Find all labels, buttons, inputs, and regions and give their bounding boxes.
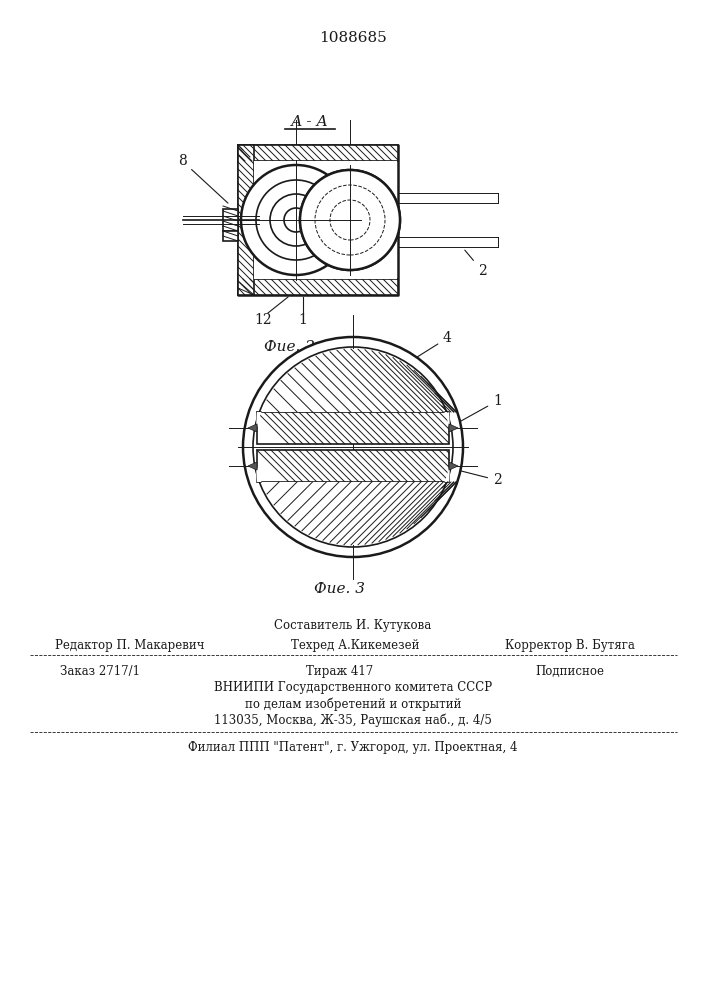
Text: 113035, Москва, Ж-35, Раушская наб., д. 4/5: 113035, Москва, Ж-35, Раушская наб., д. … xyxy=(214,713,492,727)
Polygon shape xyxy=(257,450,449,482)
Polygon shape xyxy=(248,462,257,470)
Circle shape xyxy=(253,347,453,547)
Circle shape xyxy=(243,337,463,557)
Polygon shape xyxy=(449,424,458,432)
Polygon shape xyxy=(257,412,449,444)
Text: 1088685: 1088685 xyxy=(319,31,387,45)
Polygon shape xyxy=(255,447,451,545)
Polygon shape xyxy=(238,145,398,161)
Text: 1: 1 xyxy=(457,394,502,423)
Text: А - А: А - А xyxy=(291,115,329,129)
Text: 2: 2 xyxy=(464,250,486,278)
Text: 4: 4 xyxy=(400,331,452,368)
Text: Фие. 2: Фие. 2 xyxy=(264,340,315,354)
Text: ВНИИПИ Государственного комитета СССР: ВНИИПИ Государственного комитета СССР xyxy=(214,682,492,694)
Text: Корректор В. Бутяга: Корректор В. Бутяга xyxy=(505,639,635,652)
Text: Редактор П. Макаревич: Редактор П. Макаревич xyxy=(55,639,205,652)
Polygon shape xyxy=(449,462,458,470)
Text: Заказ 2717/1: Заказ 2717/1 xyxy=(60,664,140,678)
Polygon shape xyxy=(238,145,254,295)
Text: Фие. 3: Фие. 3 xyxy=(315,582,366,596)
Text: Составитель И. Кутукова: Составитель И. Кутукова xyxy=(274,618,432,632)
Text: Филиал ППП "Патент", г. Ужгород, ул. Проектная, 4: Филиал ППП "Патент", г. Ужгород, ул. Про… xyxy=(188,740,518,754)
Circle shape xyxy=(300,170,400,270)
Text: 12: 12 xyxy=(255,313,271,327)
Polygon shape xyxy=(248,424,257,432)
Text: Подписное: Подписное xyxy=(535,664,604,678)
Polygon shape xyxy=(254,161,397,279)
Circle shape xyxy=(300,170,400,270)
Polygon shape xyxy=(223,231,238,241)
Text: 1: 1 xyxy=(298,313,308,327)
Text: 2: 2 xyxy=(457,470,502,487)
Polygon shape xyxy=(255,349,451,447)
Text: Б - Б: Б - Б xyxy=(329,348,367,362)
Text: Тираж 417: Тираж 417 xyxy=(306,664,373,678)
Polygon shape xyxy=(238,279,398,295)
Text: по делам изобретений и открытий: по делам изобретений и открытий xyxy=(245,697,461,711)
Text: 8: 8 xyxy=(178,154,228,203)
Circle shape xyxy=(241,165,351,275)
Text: Техред А.Кикемезей: Техред А.Кикемезей xyxy=(291,639,419,652)
Polygon shape xyxy=(223,209,238,231)
